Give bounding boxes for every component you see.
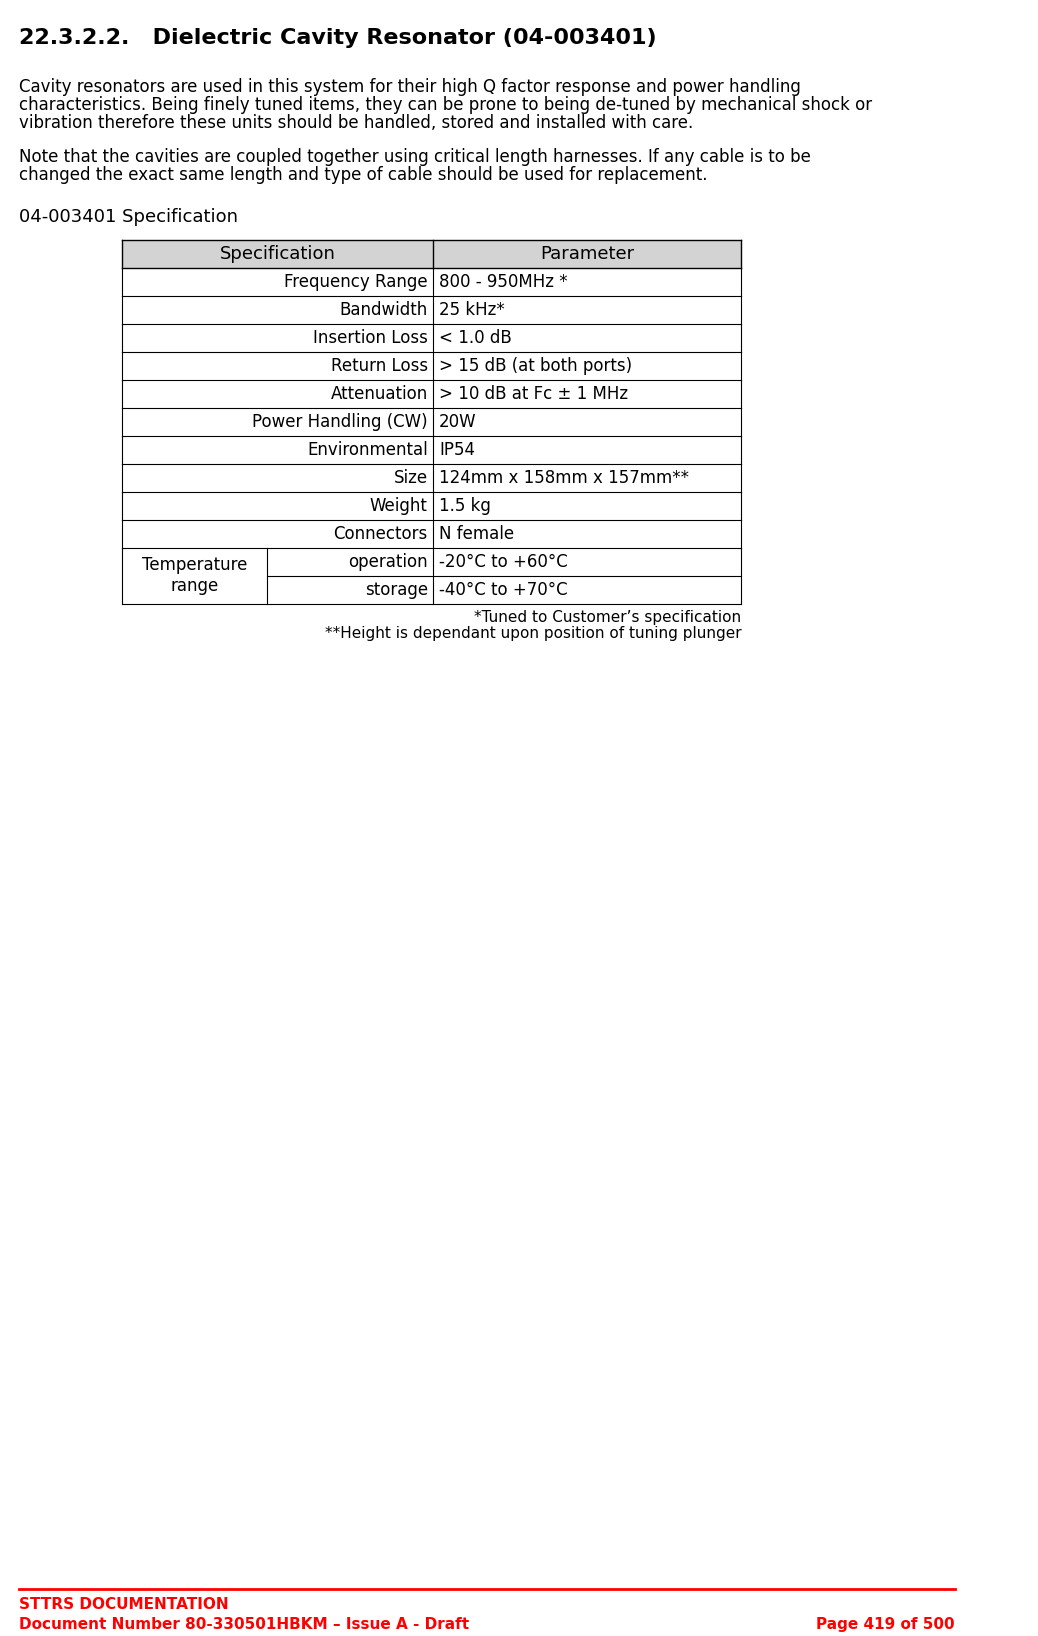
Text: 1.5 kg: 1.5 kg — [439, 497, 491, 515]
Text: Parameter: Parameter — [540, 245, 634, 263]
Text: Specification: Specification — [220, 245, 335, 263]
Text: > 15 dB (at both ports): > 15 dB (at both ports) — [439, 357, 632, 375]
Text: -40°C to +70°C: -40°C to +70°C — [439, 581, 568, 599]
Text: -20°C to +60°C: -20°C to +60°C — [439, 553, 568, 571]
Text: Temperature
range: Temperature range — [142, 556, 247, 596]
Text: 25 kHz*: 25 kHz* — [439, 301, 504, 319]
Text: Frequency Range: Frequency Range — [284, 273, 428, 291]
Text: > 10 dB at Fc ± 1 MHz: > 10 dB at Fc ± 1 MHz — [439, 384, 628, 402]
Text: Environmental: Environmental — [307, 440, 428, 458]
Text: Weight: Weight — [370, 497, 428, 515]
Text: 22.3.2.2.   Dielectric Cavity Resonator (04-003401): 22.3.2.2. Dielectric Cavity Resonator (0… — [19, 28, 656, 47]
Text: N female: N female — [439, 525, 514, 543]
Text: 800 - 950MHz *: 800 - 950MHz * — [439, 273, 568, 291]
Text: storage: storage — [364, 581, 428, 599]
Text: Power Handling (CW): Power Handling (CW) — [252, 412, 428, 430]
Text: vibration therefore these units should be handled, stored and installed with car: vibration therefore these units should b… — [19, 115, 693, 133]
Text: 04-003401 Specification: 04-003401 Specification — [19, 208, 238, 226]
Text: Return Loss: Return Loss — [331, 357, 428, 375]
Text: Size: Size — [393, 468, 428, 486]
Text: Attenuation: Attenuation — [330, 384, 428, 402]
Text: characteristics. Being finely tuned items, they can be prone to being de-tuned b: characteristics. Being finely tuned item… — [19, 97, 872, 115]
Text: 20W: 20W — [439, 412, 476, 430]
Text: Cavity resonators are used in this system for their high Q factor response and p: Cavity resonators are used in this syste… — [19, 79, 800, 97]
Text: Note that the cavities are coupled together using critical length harnesses. If : Note that the cavities are coupled toget… — [19, 147, 811, 165]
Text: Page 419 of 500: Page 419 of 500 — [817, 1616, 955, 1631]
Text: 124mm x 158mm x 157mm**: 124mm x 158mm x 157mm** — [439, 468, 689, 486]
Text: *Tuned to Customer’s specification: *Tuned to Customer’s specification — [474, 610, 741, 625]
Text: Bandwidth: Bandwidth — [339, 301, 428, 319]
Text: Insertion Loss: Insertion Loss — [312, 329, 428, 347]
Text: < 1.0 dB: < 1.0 dB — [439, 329, 512, 347]
Bar — [121, 240, 741, 268]
Text: Document Number 80-330501HBKM – Issue A - Draft: Document Number 80-330501HBKM – Issue A … — [19, 1616, 469, 1631]
Text: IP54: IP54 — [439, 440, 475, 458]
Text: operation: operation — [348, 553, 428, 571]
Text: STTRS DOCUMENTATION: STTRS DOCUMENTATION — [19, 1597, 228, 1611]
Text: Connectors: Connectors — [333, 525, 428, 543]
Text: **Height is dependant upon position of tuning plunger: **Height is dependant upon position of t… — [325, 625, 741, 641]
Text: changed the exact same length and type of cable should be used for replacement.: changed the exact same length and type o… — [19, 165, 707, 183]
